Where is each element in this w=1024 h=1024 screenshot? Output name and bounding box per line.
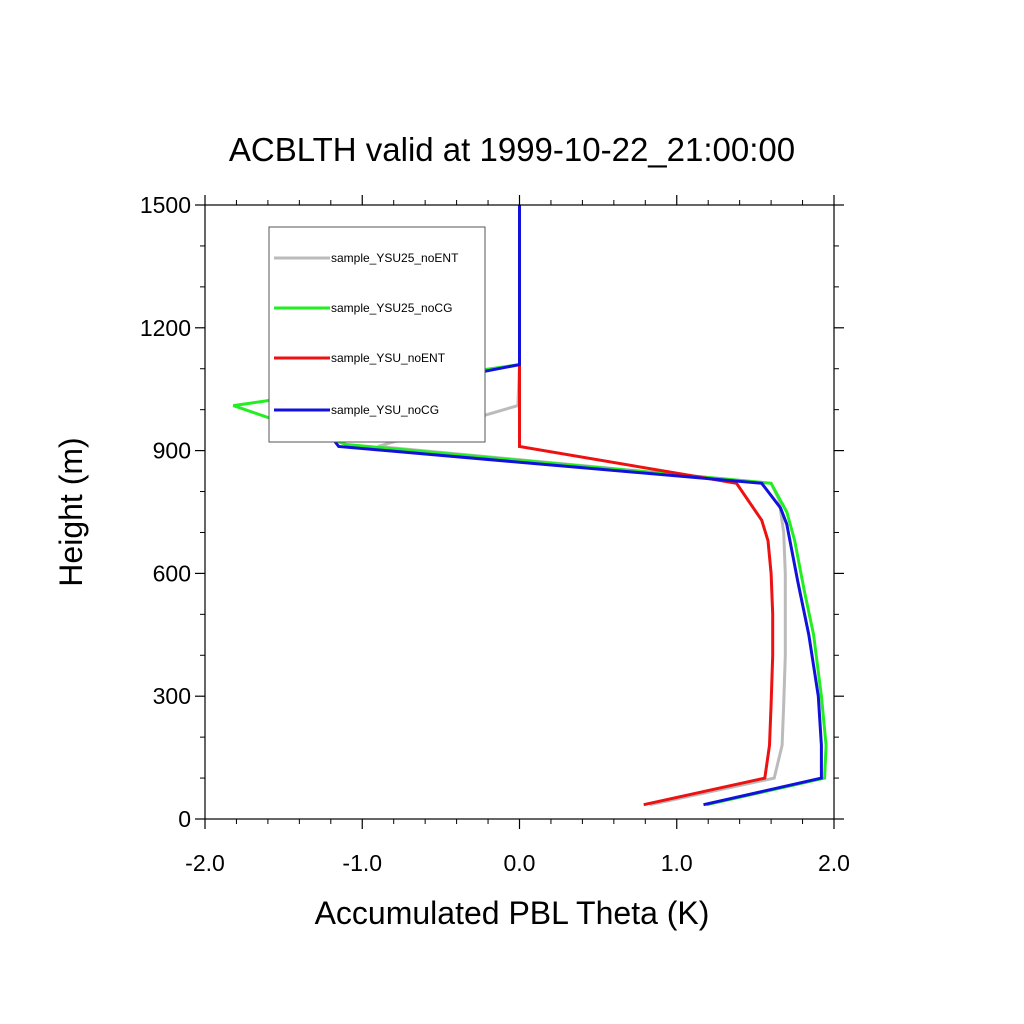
tick-labels-layer: -2.0 -1.0 0.0 1.0 2.0 0 300 600 900 1200 1500: [140, 192, 850, 876]
x-tick-label: 2.0: [818, 850, 850, 876]
chart-title: ACBLTH valid at 1999-10-22_21:00:00: [229, 131, 795, 168]
series-line-3: [518, 205, 775, 807]
ticks-layer: [195, 195, 844, 829]
x-tick-label: -1.0: [342, 850, 382, 876]
legend-label-3: sample_YSU_noENT: [331, 351, 446, 365]
y-tick-label: 1500: [140, 192, 191, 218]
legend-box: [268, 226, 486, 443]
x-axis-label: Accumulated PBL Theta (K): [315, 895, 710, 931]
y-tick-label: 600: [153, 560, 191, 586]
x-tick-label: 1.0: [661, 850, 693, 876]
legend-label-1: sample_YSU25_noENT: [331, 251, 459, 265]
x-tick-label: 0.0: [504, 850, 536, 876]
legend: sample_YSU25_noENT sample_YSU25_noCGsampl…: [268, 226, 486, 443]
y-tick-label: 0: [178, 806, 191, 832]
plot-area: -2.0 -1.0 0.0 1.0 2.0 0 300 600 900 1200 1500: [140, 192, 850, 876]
x-tick-label: -2.0: [185, 850, 225, 876]
y-tick-label: 1200: [140, 315, 191, 341]
y-tick-label: 300: [153, 683, 191, 709]
legend-label-4: sample_YSU_noCG: [331, 403, 439, 417]
legend-label-2: sample_YSU25_noCG: [331, 301, 452, 315]
y-tick-label: 900: [153, 438, 191, 464]
y-axis-label: Height (m): [53, 437, 89, 586]
